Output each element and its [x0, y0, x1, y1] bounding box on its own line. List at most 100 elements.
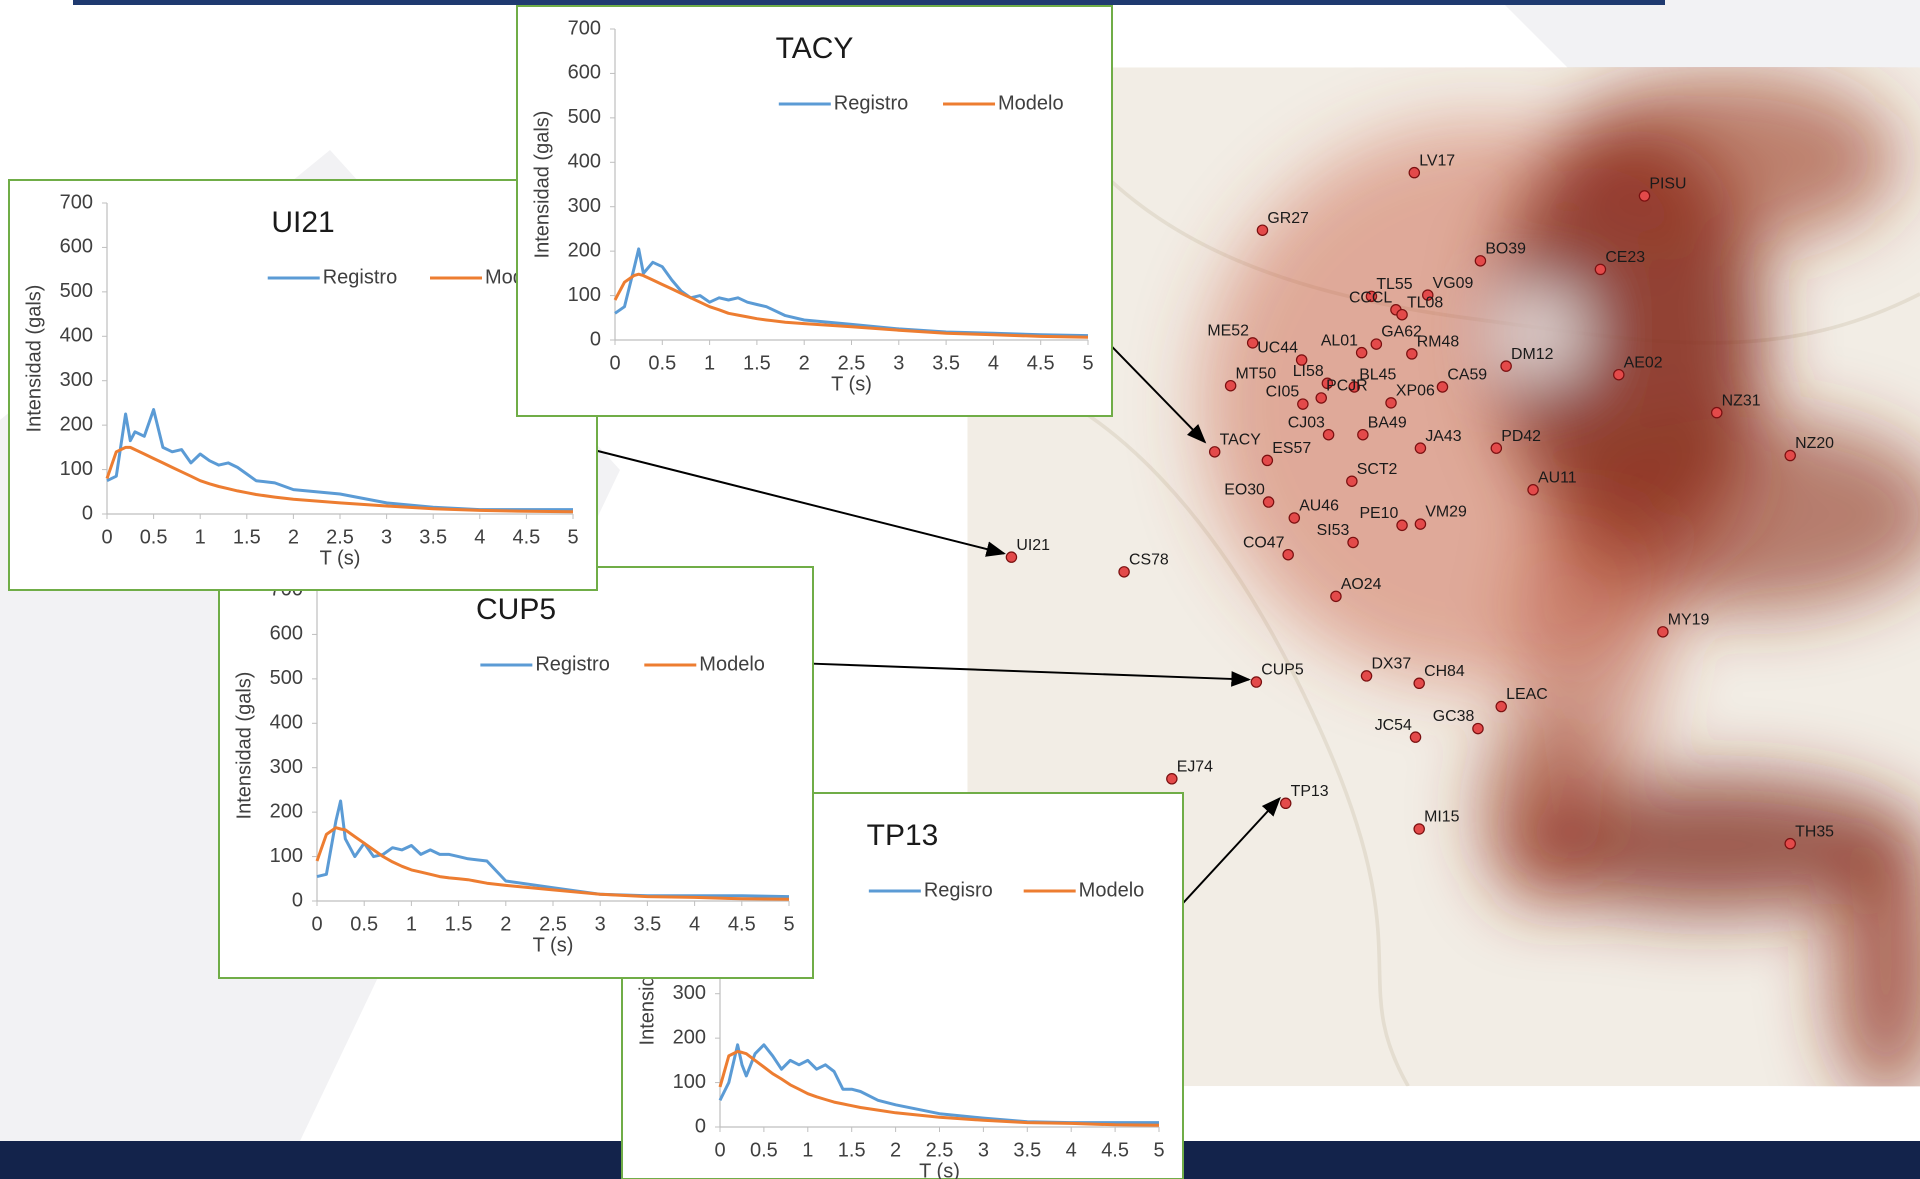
station-label: CA59	[1447, 367, 1487, 384]
x-tick-label: 2	[799, 352, 810, 374]
chart-title: CUP5	[476, 593, 556, 626]
station-label: AL01	[1321, 332, 1358, 349]
station-label: VG09	[1433, 275, 1474, 292]
chart-title: TACY	[776, 32, 854, 65]
x-tick-label: 5	[567, 526, 578, 548]
x-tick-label: 1	[195, 526, 206, 548]
chart-frame	[517, 6, 1112, 416]
station-label: MI15	[1424, 809, 1460, 826]
station-marker	[1658, 627, 1668, 637]
x-tick-label: 3	[595, 913, 606, 935]
y-tick-label: 700	[568, 17, 601, 39]
station-label: DX37	[1371, 656, 1411, 673]
station-marker	[1331, 591, 1341, 601]
x-tick-label: 4.5	[512, 526, 540, 548]
station-label: CH84	[1424, 663, 1465, 680]
y-axis-label: Intensidad (gals)	[233, 672, 255, 820]
chart: 010020030040050060070000.511.522.533.544…	[9, 180, 597, 590]
station-label: TACY	[1220, 431, 1262, 448]
station-marker	[1262, 455, 1272, 465]
y-tick-label: 100	[270, 845, 303, 867]
station-label: GC38	[1433, 708, 1475, 725]
y-tick-label: 0	[590, 328, 601, 350]
station-label: CS78	[1129, 551, 1169, 568]
station-label: TP13	[1291, 783, 1329, 800]
y-tick-label: 300	[60, 369, 93, 391]
station-label: TL08	[1407, 294, 1443, 311]
x-tick-label: 0	[609, 352, 620, 374]
x-tick-label: 4	[1066, 1139, 1077, 1161]
slide: LV17PISUGR27BO39CE23TL55VG09CCCLTL08ME52…	[0, 0, 1920, 1179]
station-label: PCJR	[1326, 378, 1368, 395]
station-label: DM12	[1511, 346, 1554, 363]
station-label: UC44	[1257, 340, 1298, 357]
x-tick-label: 3.5	[419, 526, 447, 548]
station-marker	[1386, 398, 1396, 408]
y-axis-label: Intensidad (gals)	[23, 285, 45, 433]
station-marker	[1415, 443, 1425, 453]
station-label: JC54	[1375, 717, 1412, 734]
station-label: NZ31	[1722, 392, 1761, 409]
x-tick-label: 5	[1082, 352, 1093, 374]
station-marker	[1298, 399, 1308, 409]
x-tick-label: 0.5	[140, 526, 168, 548]
station-label: PD42	[1501, 428, 1541, 445]
x-tick-label: 4	[689, 913, 700, 935]
station-marker	[1323, 430, 1333, 440]
y-tick-label: 0	[82, 502, 93, 524]
arrow	[596, 451, 1004, 554]
x-tick-label: 4	[474, 526, 485, 548]
station-marker	[1414, 678, 1424, 688]
x-tick-label: 0.5	[350, 913, 378, 935]
station-label: SCT2	[1357, 461, 1398, 478]
x-tick-label: 1.5	[233, 526, 261, 548]
legend-label: Registro	[834, 92, 908, 114]
station-marker	[1496, 701, 1506, 711]
station-label: MY19	[1668, 611, 1710, 628]
station-marker	[1119, 567, 1129, 577]
y-tick-label: 400	[60, 325, 93, 347]
chart-frame	[9, 180, 597, 590]
station-marker	[1251, 677, 1261, 687]
station-marker	[1316, 393, 1326, 403]
station-marker	[1491, 443, 1501, 453]
x-tick-label: 1	[704, 352, 715, 374]
y-tick-label: 200	[673, 1026, 706, 1048]
x-tick-label: 4.5	[1027, 352, 1055, 374]
station-label: CE23	[1605, 249, 1645, 266]
y-tick-label: 300	[673, 982, 706, 1004]
station-marker	[1415, 519, 1425, 529]
y-tick-label: 0	[695, 1115, 706, 1137]
y-tick-label: 100	[568, 284, 601, 306]
station-label: EJ74	[1177, 758, 1213, 775]
x-tick-label: 0.5	[648, 352, 676, 374]
x-tick-label: 0.5	[750, 1139, 778, 1161]
y-tick-label: 400	[270, 712, 303, 734]
station-label: BA49	[1368, 414, 1407, 431]
chart: 010020030040050060070000.511.522.533.544…	[219, 567, 813, 978]
x-tick-label: 2	[500, 913, 511, 935]
station-marker	[1257, 225, 1267, 235]
x-tick-label: 2.5	[539, 913, 567, 935]
station-marker	[1167, 774, 1177, 784]
y-tick-label: 400	[568, 151, 601, 173]
station-marker	[1414, 824, 1424, 834]
chart: 010020030040050060070000.511.522.533.544…	[517, 6, 1112, 416]
x-tick-label: 2	[890, 1139, 901, 1161]
y-tick-label: 200	[270, 800, 303, 822]
station-label: LV17	[1419, 152, 1455, 169]
station-marker	[1348, 537, 1358, 547]
station-marker	[1785, 839, 1795, 849]
x-axis-label: T (s)	[919, 1160, 960, 1179]
station-marker	[1473, 723, 1483, 733]
station-label: PISU	[1649, 176, 1686, 193]
station-label: LEAC	[1506, 686, 1548, 703]
x-axis-label: T (s)	[533, 934, 574, 956]
station-marker	[1501, 361, 1511, 371]
station-marker	[1409, 168, 1419, 178]
station-label: XP06	[1396, 383, 1435, 400]
station-label: GR27	[1267, 210, 1309, 227]
x-tick-label: 3.5	[932, 352, 960, 374]
x-tick-label: 4.5	[728, 913, 756, 935]
station-label: UI21	[1016, 537, 1050, 554]
